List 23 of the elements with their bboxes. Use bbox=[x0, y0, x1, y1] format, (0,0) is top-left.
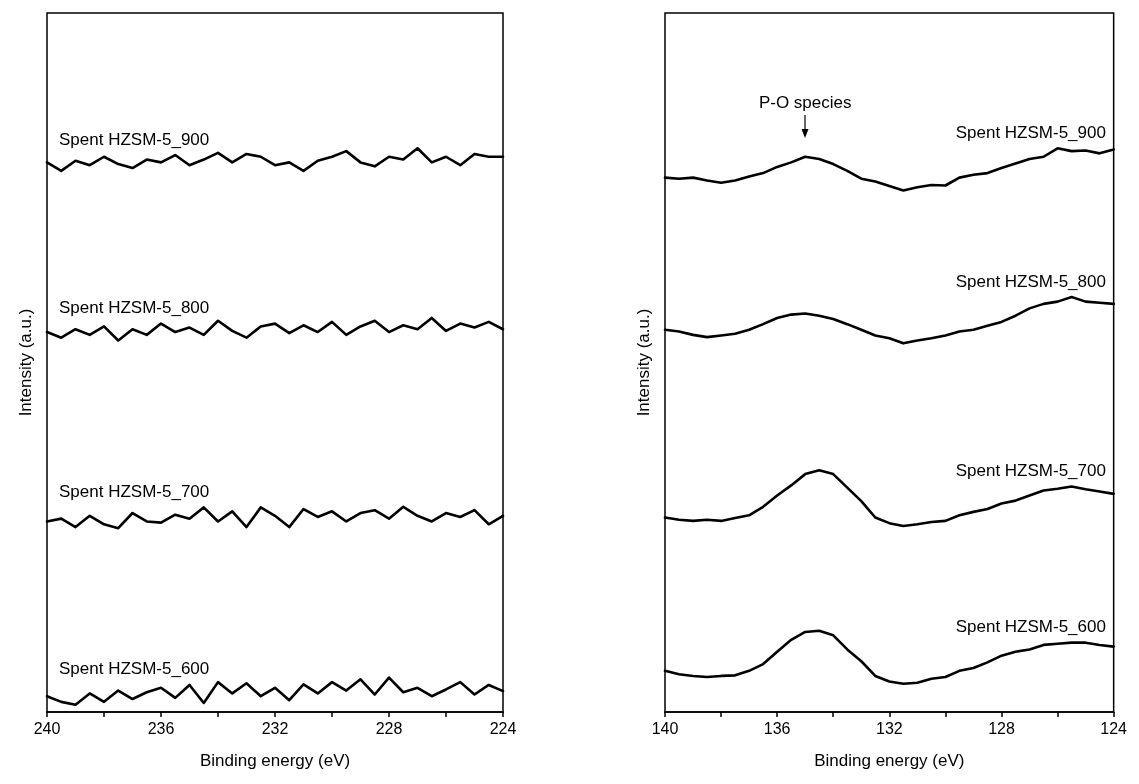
series-label: Spent HZSM-5_700 bbox=[955, 461, 1106, 481]
x-tick-label: 132 bbox=[875, 719, 903, 737]
annotation: P-O species bbox=[758, 93, 852, 113]
x-tick-label: 136 bbox=[763, 719, 791, 737]
y-axis-title: Intensity (a.u.) bbox=[15, 308, 35, 417]
y-axis-title: Intensity (a.u.) bbox=[633, 308, 653, 417]
series-label: Spent HZSM-5_800 bbox=[955, 271, 1106, 291]
x-tick-label: 124 bbox=[1100, 719, 1128, 737]
series-label: Spent HZSM-5_700 bbox=[59, 481, 210, 501]
x-tick-label: 224 bbox=[489, 719, 517, 737]
series-label: Spent HZSM-5_600 bbox=[955, 617, 1106, 637]
x-tick-label: 140 bbox=[651, 719, 679, 737]
x-tick-label: 228 bbox=[375, 719, 403, 737]
x-tick-label: 232 bbox=[261, 719, 289, 737]
series-label: Spent HZSM-5_900 bbox=[955, 122, 1106, 142]
series-label: Spent HZSM-5_900 bbox=[59, 129, 210, 149]
series-label: Spent HZSM-5_600 bbox=[59, 659, 210, 679]
x-axis-title: Binding energy (eV) bbox=[814, 751, 965, 770]
x-tick-label: 128 bbox=[988, 719, 1015, 737]
x-axis-title: Binding energy (eV) bbox=[199, 751, 351, 770]
series-label: Spent HZSM-5_800 bbox=[59, 298, 210, 318]
x-tick-label: 236 bbox=[147, 719, 175, 737]
x-tick-label: 240 bbox=[33, 719, 61, 737]
